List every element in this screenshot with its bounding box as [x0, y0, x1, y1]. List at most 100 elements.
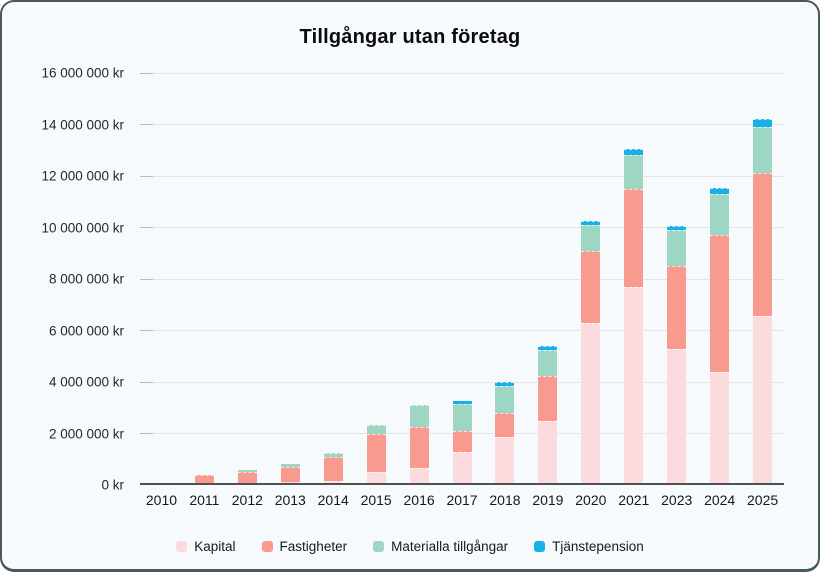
bar-2025 — [753, 119, 773, 485]
legend-label: Tjänstepension — [552, 539, 644, 554]
bar-segment-fastigheter-2016[interactable] — [409, 427, 429, 469]
bar-segment-kapital-2024[interactable] — [710, 371, 730, 485]
bar-2019 — [538, 345, 558, 485]
y-axis-label: 0 kr — [101, 477, 124, 493]
bar-segment-materialla-tillg-ngar-2020[interactable] — [581, 224, 601, 251]
bar-segment-materialla-tillg-ngar-2018[interactable] — [495, 385, 515, 413]
bar-2020 — [581, 221, 601, 485]
bar-segment-fastigheter-2018[interactable] — [495, 412, 515, 438]
x-axis-label-2011: 2011 — [189, 492, 220, 508]
bar-segment-tj-nstepension-2020[interactable] — [581, 221, 601, 225]
bar-segment-materialla-tillg-ngar-2024[interactable] — [710, 194, 730, 236]
bar-segment-kapital-2023[interactable] — [667, 348, 687, 485]
y-axis-tick — [140, 381, 153, 383]
y-axis-tick — [140, 278, 153, 280]
bar-segment-materialla-tillg-ngar-2025[interactable] — [753, 127, 773, 174]
gridline — [140, 381, 784, 383]
bar-segment-fastigheter-2017[interactable] — [452, 430, 472, 452]
x-axis-label-2021: 2021 — [618, 492, 650, 508]
y-axis-tick — [140, 227, 153, 228]
bar-segment-fastigheter-2019[interactable] — [538, 375, 558, 421]
bar-segment-materialla-tillg-ngar-2021[interactable] — [624, 155, 644, 189]
bar-segment-tj-nstepension-2017[interactable] — [452, 401, 472, 404]
bar-segment-fastigheter-2023[interactable] — [667, 266, 687, 349]
x-axis-label-2016: 2016 — [403, 492, 435, 508]
bar-segment-kapital-2020[interactable] — [581, 322, 601, 485]
y-axis-label: 4 000 000 kr — [48, 374, 124, 390]
x-axis-label-2023: 2023 — [661, 492, 693, 508]
bar-2024 — [710, 187, 730, 485]
bar-segment-materialla-tillg-ngar-2016[interactable] — [409, 405, 429, 428]
y-axis-label: 10 000 000 kr — [41, 220, 124, 235]
y-axis-tick — [140, 124, 153, 125]
bar-segment-tj-nstepension-2023[interactable] — [667, 226, 687, 231]
legend-swatch-icon — [534, 541, 546, 552]
gridline — [140, 278, 784, 280]
bar-segment-fastigheter-2015[interactable] — [366, 433, 386, 473]
bar-segment-fastigheter-2011[interactable] — [194, 474, 214, 485]
x-axis-label-2018: 2018 — [489, 492, 521, 508]
legend-item-materialla-tillg-ngar[interactable]: Materialla tillgångar — [373, 539, 508, 554]
gridline — [140, 227, 784, 228]
bar-segment-kapital-2016[interactable] — [409, 468, 429, 485]
bar-segment-fastigheter-2024[interactable] — [710, 235, 730, 372]
legend-item-tj-nstepension[interactable]: Tjänstepension — [534, 539, 644, 554]
y-axis-label: 6 000 000 kr — [48, 323, 124, 338]
bar-segment-fastigheter-2014[interactable] — [323, 456, 343, 482]
legend: Kapital Fastigheter Materialla tillgångar T… — [2, 539, 818, 554]
y-axis-label: 16 000 000 kr — [41, 65, 124, 81]
bar-2016 — [409, 405, 429, 485]
bar-2021 — [624, 148, 644, 485]
x-axis-label-2017: 2017 — [446, 492, 478, 508]
bar-segment-fastigheter-2025[interactable] — [753, 173, 773, 317]
bar-2015 — [366, 424, 386, 485]
bar-segment-tj-nstepension-2018[interactable] — [495, 382, 515, 386]
bar-segment-tj-nstepension-2019[interactable] — [538, 345, 558, 350]
bar-segment-fastigheter-2020[interactable] — [581, 250, 601, 323]
bar-2012 — [237, 469, 257, 485]
bar-segment-kapital-2018[interactable] — [495, 437, 515, 485]
y-axis-label: 14 000 000 kr — [41, 117, 124, 132]
bar-segment-fastigheter-2013[interactable] — [280, 467, 300, 483]
bar-segment-fastigheter-2021[interactable] — [624, 188, 644, 287]
bar-segment-materialla-tillg-ngar-2014[interactable] — [323, 452, 343, 457]
legend-label: Materialla tillgångar — [391, 539, 509, 554]
bar-segment-materialla-tillg-ngar-2023[interactable] — [667, 230, 687, 267]
bar-segment-tj-nstepension-2025[interactable] — [753, 119, 773, 128]
bar-segment-materialla-tillg-ngar-2017[interactable] — [452, 403, 472, 431]
x-axis-label-2014: 2014 — [317, 492, 349, 508]
gridline — [140, 72, 784, 74]
bar-2013 — [280, 464, 300, 485]
chart-title: Tillgångar utan företag — [299, 26, 521, 48]
legend-item-kapital[interactable]: Kapital — [176, 539, 236, 554]
bar-segment-kapital-2015[interactable] — [366, 472, 386, 485]
bar-2014 — [323, 452, 343, 485]
bar-segment-kapital-2019[interactable] — [538, 420, 558, 485]
bar-segment-materialla-tillg-ngar-2013[interactable] — [280, 464, 300, 467]
bar-segment-tj-nstepension-2021[interactable] — [624, 148, 644, 156]
bar-segment-tj-nstepension-2024[interactable] — [710, 187, 730, 195]
bars-container — [140, 73, 784, 485]
x-axis-line — [140, 483, 784, 485]
legend-swatch-icon — [261, 541, 273, 552]
x-axis-label-2010: 2010 — [145, 492, 178, 508]
x-axis-label-2025: 2025 — [747, 492, 779, 508]
bar-segment-fastigheter-2012[interactable] — [237, 472, 257, 485]
bar-segment-kapital-2021[interactable] — [624, 286, 644, 485]
x-axis-label-2020: 2020 — [575, 492, 607, 508]
bar-segment-kapital-2017[interactable] — [452, 451, 472, 485]
gridline — [140, 175, 784, 177]
legend-item-fastigheter[interactable]: Fastigheter — [261, 539, 347, 554]
bar-2023 — [667, 226, 687, 485]
x-axis: 2010 2011 2012 2013 2014 2015 2016 2017 2018 2019… — [140, 492, 784, 508]
gridline — [140, 124, 784, 125]
bar-segment-kapital-2025[interactable] — [753, 316, 773, 485]
bar-2017 — [452, 401, 472, 485]
y-axis-label: 12 000 000 kr — [41, 168, 124, 184]
bar-segment-materialla-tillg-ngar-2019[interactable] — [538, 349, 558, 376]
y-axis-tick — [140, 72, 153, 74]
bar-segment-materialla-tillg-ngar-2015[interactable] — [366, 424, 386, 434]
bar-segment-materialla-tillg-ngar-2012[interactable] — [237, 469, 257, 473]
y-axis-label: 2 000 000 kr — [48, 426, 124, 441]
